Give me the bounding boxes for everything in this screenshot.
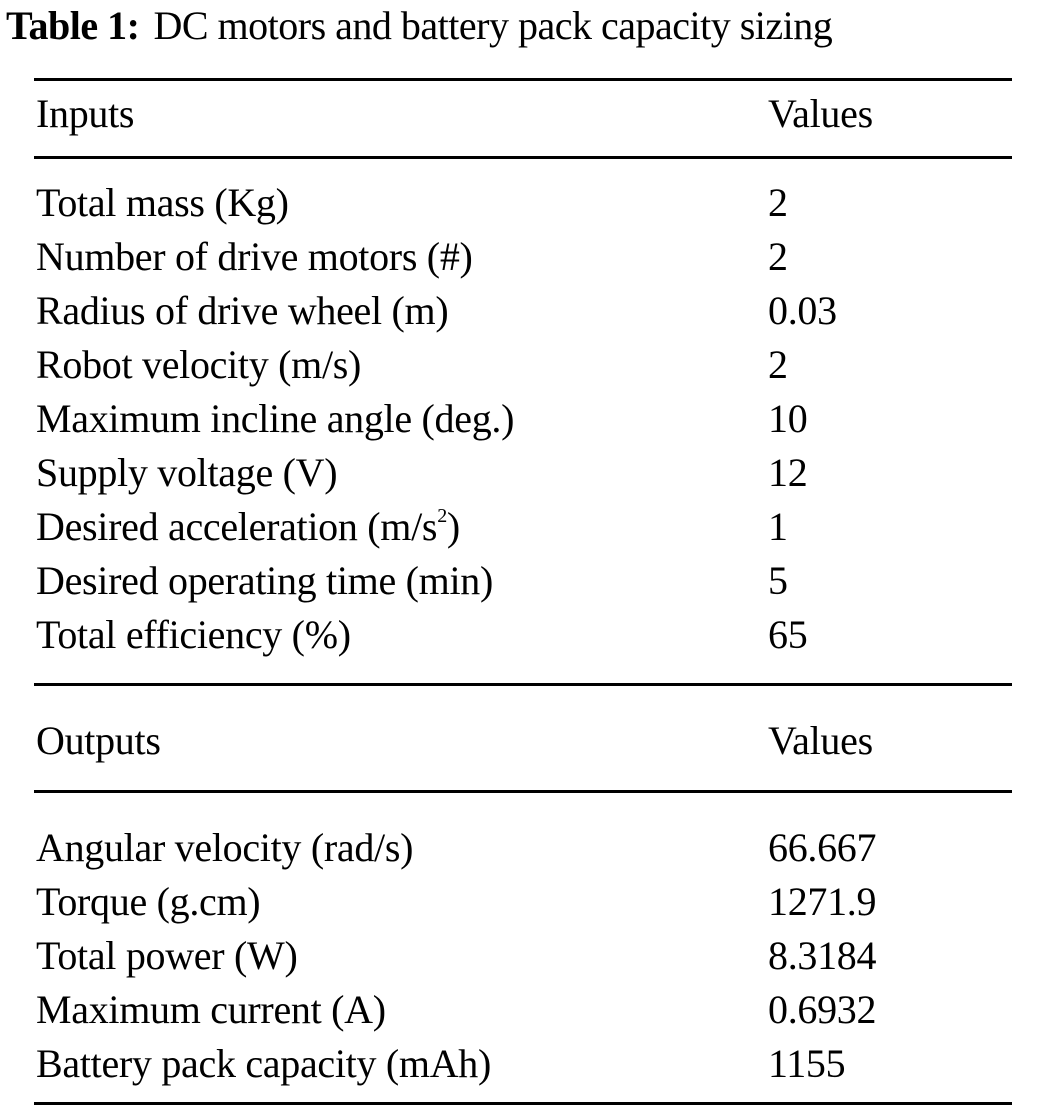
outputs-header-label: Outputs bbox=[36, 718, 161, 763]
row-label: Number of drive motors (#) bbox=[36, 234, 473, 279]
row-value: 66.667 bbox=[768, 825, 877, 870]
table-row: Torque (g.cm) 1271.9 bbox=[36, 875, 1012, 929]
row-value: 65 bbox=[768, 612, 808, 657]
row-label: Robot velocity (m/s) bbox=[36, 342, 362, 387]
outputs-header-value: Values bbox=[768, 718, 873, 763]
row-label: Desired operating time (min) bbox=[36, 558, 494, 603]
row-value: 2 bbox=[768, 234, 788, 279]
table-row: Supply voltage (V) 12 bbox=[36, 446, 1012, 500]
inputs-header-value: Values bbox=[768, 91, 873, 136]
row-label: Torque (g.cm) bbox=[36, 879, 261, 924]
table-row: Number of drive motors (#) 2 bbox=[36, 230, 1012, 284]
row-label: Battery pack capacity (mAh) bbox=[36, 1041, 492, 1086]
caption-title: DC motors and battery pack capacity sizi… bbox=[153, 3, 833, 48]
table-row: Battery pack capacity (mAh) 1155 bbox=[36, 1037, 1012, 1091]
table-caption: Table 1: DC motors and battery pack capac… bbox=[6, 2, 833, 50]
table-row: Total power (W) 8.3184 bbox=[36, 929, 1012, 983]
row-label: Supply voltage (V) bbox=[36, 450, 338, 495]
row-value: 1 bbox=[768, 504, 788, 549]
row-label: Desired acceleration (m/s2) bbox=[36, 500, 460, 554]
row-label-text: Desired acceleration (m/s bbox=[36, 504, 438, 549]
row-value: 1155 bbox=[768, 1041, 846, 1086]
row-value: 0.03 bbox=[768, 288, 837, 333]
inputs-header-rule bbox=[34, 156, 1012, 159]
caption-label: Table 1: bbox=[6, 3, 140, 48]
table-row: Radius of drive wheel (m) 0.03 bbox=[36, 284, 1012, 338]
row-value: 2 bbox=[768, 180, 788, 225]
table-row: Total efficiency (%) 65 bbox=[36, 608, 1012, 662]
row-label: Maximum incline angle (deg.) bbox=[36, 396, 515, 441]
bottom-rule bbox=[34, 1102, 1012, 1105]
row-label-close: ) bbox=[446, 504, 460, 549]
table-row: Maximum current (A) 0.6932 bbox=[36, 983, 1012, 1037]
table-row: Angular velocity (rad/s) 66.667 bbox=[36, 821, 1012, 875]
top-rule bbox=[34, 78, 1012, 81]
row-label: Radius of drive wheel (m) bbox=[36, 288, 449, 333]
row-value: 1271.9 bbox=[768, 879, 877, 924]
inputs-header-label: Inputs bbox=[36, 91, 135, 136]
row-value: 12 bbox=[768, 450, 808, 495]
row-label: Total mass (Kg) bbox=[36, 180, 289, 225]
table-row: Robot velocity (m/s) 2 bbox=[36, 338, 1012, 392]
table-row: Maximum incline angle (deg.) 10 bbox=[36, 392, 1012, 446]
row-label: Maximum current (A) bbox=[36, 987, 386, 1032]
row-value: 8.3184 bbox=[768, 933, 877, 978]
row-value: 5 bbox=[768, 558, 788, 603]
superscript: 2 bbox=[437, 504, 447, 527]
outputs-header-row: Outputs Values bbox=[36, 714, 1012, 768]
section-rule bbox=[34, 683, 1012, 686]
inputs-header-row: Inputs Values bbox=[36, 87, 1012, 141]
row-value: 2 bbox=[768, 342, 788, 387]
row-label: Total efficiency (%) bbox=[36, 612, 351, 657]
row-label: Total power (W) bbox=[36, 933, 298, 978]
row-value: 10 bbox=[768, 396, 808, 441]
row-label: Angular velocity (rad/s) bbox=[36, 825, 414, 870]
table-row: Desired acceleration (m/s2) 1 bbox=[36, 500, 1012, 554]
outputs-header-rule bbox=[34, 790, 1012, 793]
table-row: Total mass (Kg) 2 bbox=[36, 176, 1012, 230]
table-row: Desired operating time (min) 5 bbox=[36, 554, 1012, 608]
row-value: 0.6932 bbox=[768, 987, 877, 1032]
